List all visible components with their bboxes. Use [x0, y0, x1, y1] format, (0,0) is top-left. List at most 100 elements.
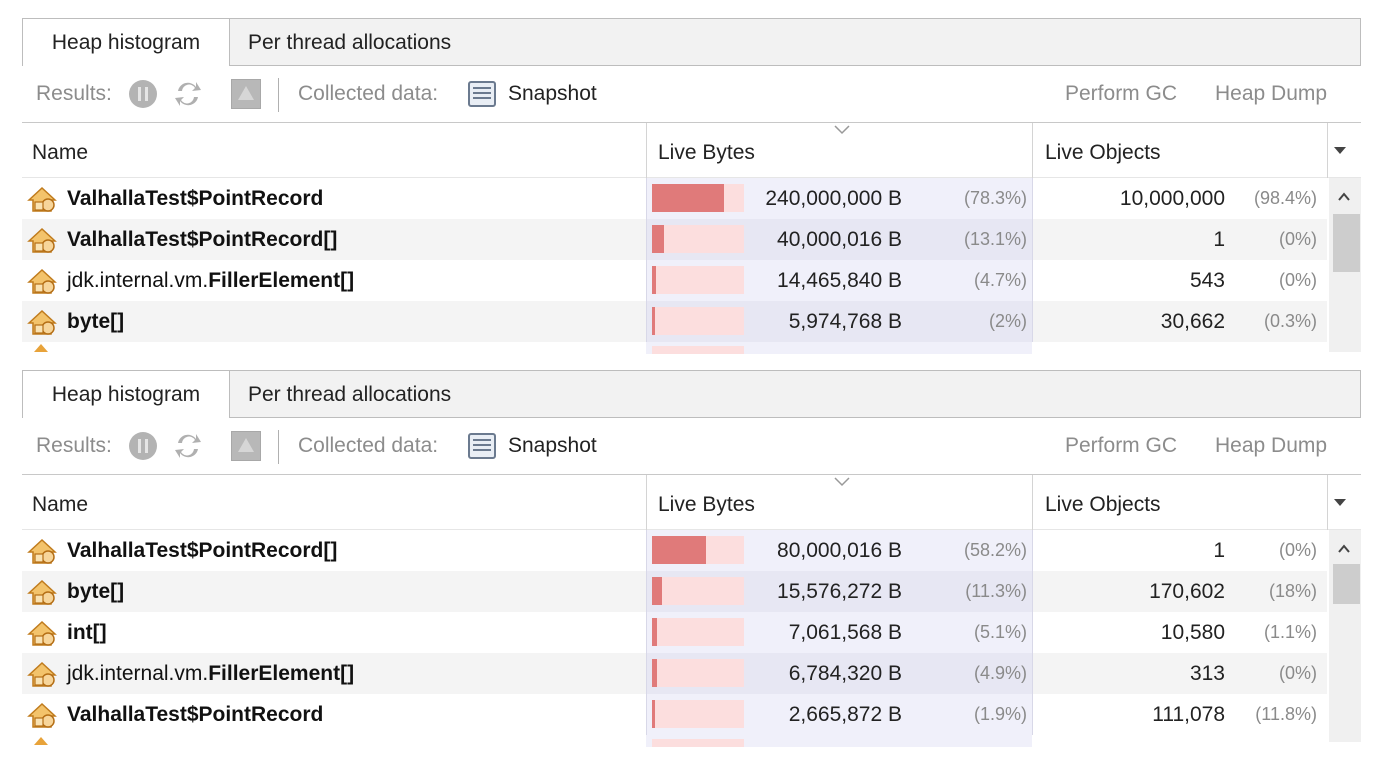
column-divider	[646, 612, 647, 653]
live-objects-value: 10,580	[1160, 621, 1225, 644]
vertical-scrollbar[interactable]	[1329, 178, 1361, 352]
column-divider	[646, 653, 647, 694]
snapshot-link[interactable]: Snapshot	[508, 434, 597, 457]
perform-gc-button[interactable]: Perform GC	[1065, 82, 1178, 105]
column-header-name[interactable]: Name	[32, 493, 89, 516]
vertical-scrollbar[interactable]	[1329, 530, 1361, 742]
live-bytes-bar	[652, 536, 706, 564]
column-separator	[646, 123, 647, 178]
class-simple-name: FillerElement[]	[208, 269, 355, 292]
column-divider	[646, 260, 647, 301]
class-simple-name: ValhallaTest$PointRecord[]	[67, 539, 338, 562]
live-bytes-bar	[652, 577, 662, 605]
column-separator	[1032, 475, 1033, 530]
live-bytes-bar-track	[652, 307, 744, 335]
live-bytes-value: 6,784,320 B	[788, 662, 902, 685]
class-icon	[26, 537, 58, 565]
scroll-up-icon[interactable]	[1337, 542, 1351, 556]
column-separator	[646, 475, 647, 530]
refresh-icon[interactable]	[172, 431, 204, 461]
class-name: ValhallaTest$PointRecord[]	[67, 219, 337, 260]
scrollbar-thumb[interactable]	[1333, 214, 1360, 272]
column-menu-caret-icon[interactable]	[1334, 147, 1346, 154]
table-row-partial	[22, 342, 1327, 354]
column-divider	[646, 530, 647, 571]
snapshot-link[interactable]: Snapshot	[508, 82, 597, 105]
column-header-live-bytes[interactable]: Live Bytes	[658, 493, 755, 516]
class-package-prefix: jdk.internal.vm.	[67, 662, 209, 685]
live-objects-value: 1	[1213, 228, 1225, 251]
tab-strip: Heap histogram Per thread allocations	[22, 18, 1361, 66]
table-row[interactable]: byte[] 15,576,272 B (11.3%) 170,602 (18%)	[22, 571, 1327, 612]
class-simple-name: int[]	[67, 621, 107, 644]
column-divider	[646, 301, 647, 342]
column-header-live-bytes[interactable]: Live Bytes	[658, 141, 755, 164]
live-bytes-percent: (58.2%)	[963, 540, 1027, 560]
class-name: ValhallaTest$PointRecord[]	[67, 530, 337, 571]
heap-profiler-panel-1: Heap histogram Per thread allocations Re…	[22, 18, 1361, 354]
heap-dump-button[interactable]: Heap Dump	[1215, 82, 1328, 105]
column-header-live-objects[interactable]: Live Objects	[1045, 141, 1161, 164]
warning-icon[interactable]	[231, 431, 261, 461]
collected-data-label: Collected data:	[298, 434, 439, 457]
refresh-icon[interactable]	[172, 79, 204, 109]
table-row[interactable]: ValhallaTest$PointRecord 240,000,000 B (78…	[22, 178, 1327, 219]
live-objects-percent: (11.8%)	[1255, 704, 1317, 724]
column-header-name[interactable]: Name	[32, 141, 89, 164]
class-name: byte[]	[67, 301, 124, 342]
warning-icon[interactable]	[231, 79, 261, 109]
live-bytes-bar	[652, 700, 655, 728]
class-icon	[26, 267, 58, 295]
table-row[interactable]: int[] 7,061,568 B (5.1%) 10,580 (1.1%)	[22, 612, 1327, 653]
live-bytes-value: 2,665,872 B	[788, 703, 902, 726]
heap-dump-button[interactable]: Heap Dump	[1215, 434, 1328, 457]
column-divider	[1032, 571, 1033, 612]
perform-gc-button[interactable]: Perform GC	[1065, 434, 1178, 457]
results-label: Results:	[36, 434, 112, 457]
table-row[interactable]: ValhallaTest$PointRecord[] 40,000,016 B (1…	[22, 219, 1327, 260]
snapshot-icon[interactable]	[468, 433, 496, 459]
sort-descending-icon	[834, 477, 850, 487]
column-divider	[646, 178, 647, 219]
tab-per-thread-allocations[interactable]: Per thread allocations	[248, 383, 452, 406]
scroll-up-icon[interactable]	[1337, 190, 1351, 204]
column-divider	[1032, 301, 1033, 342]
toolbar-separator	[278, 430, 279, 464]
class-icon	[26, 660, 58, 688]
live-objects-value: 30,662	[1160, 310, 1225, 333]
snapshot-icon[interactable]	[468, 81, 496, 107]
column-menu-caret-icon[interactable]	[1334, 499, 1346, 506]
class-icon	[34, 737, 48, 745]
column-separator	[1032, 123, 1033, 178]
class-name: int[]	[67, 612, 107, 653]
live-bytes-bar	[652, 618, 657, 646]
pause-icon[interactable]	[129, 80, 157, 108]
live-objects-percent: (0%)	[1278, 270, 1317, 290]
table-row[interactable]: ValhallaTest$PointRecord 2,665,872 B (1.9%…	[22, 694, 1327, 735]
class-simple-name: byte[]	[67, 580, 125, 603]
live-bytes-value: 40,000,016 B	[777, 228, 902, 251]
histogram-table-body: ValhallaTest$PointRecord 240,000,000 B (78…	[22, 178, 1361, 354]
table-row[interactable]: ValhallaTest$PointRecord[] 80,000,016 B (5…	[22, 530, 1327, 571]
histogram-table-body: ValhallaTest$PointRecord[] 80,000,016 B (5…	[22, 530, 1361, 747]
column-header-live-objects[interactable]: Live Objects	[1045, 493, 1161, 516]
tab-per-thread-allocations[interactable]: Per thread allocations	[248, 31, 452, 54]
table-row[interactable]: jdk.internal.vm.FillerElement[] 14,465,84…	[22, 260, 1327, 301]
tab-heap-histogram[interactable]: Heap histogram	[23, 371, 230, 418]
pause-icon[interactable]	[129, 432, 157, 460]
live-bytes-percent: (1.9%)	[973, 704, 1027, 724]
table-row[interactable]: jdk.internal.vm.FillerElement[] 6,784,320…	[22, 653, 1327, 694]
live-objects-value: 111,078	[1152, 703, 1225, 726]
column-divider	[646, 571, 647, 612]
class-icon	[26, 578, 58, 606]
table-row[interactable]: byte[] 5,974,768 B (2%) 30,662 (0.3%)	[22, 301, 1327, 342]
live-bytes-percent: (11.3%)	[965, 581, 1027, 601]
scrollbar-thumb[interactable]	[1333, 564, 1360, 604]
column-divider	[646, 694, 647, 735]
live-bytes-percent: (4.9%)	[973, 663, 1027, 683]
live-objects-percent: (0%)	[1278, 229, 1317, 249]
live-bytes-value: 15,576,272 B	[777, 580, 902, 603]
live-bytes-bar-track	[652, 700, 744, 728]
tab-heap-histogram[interactable]: Heap histogram	[23, 19, 230, 66]
heap-profiler-panel-2: Heap histogram Per thread allocations Re…	[22, 370, 1361, 747]
